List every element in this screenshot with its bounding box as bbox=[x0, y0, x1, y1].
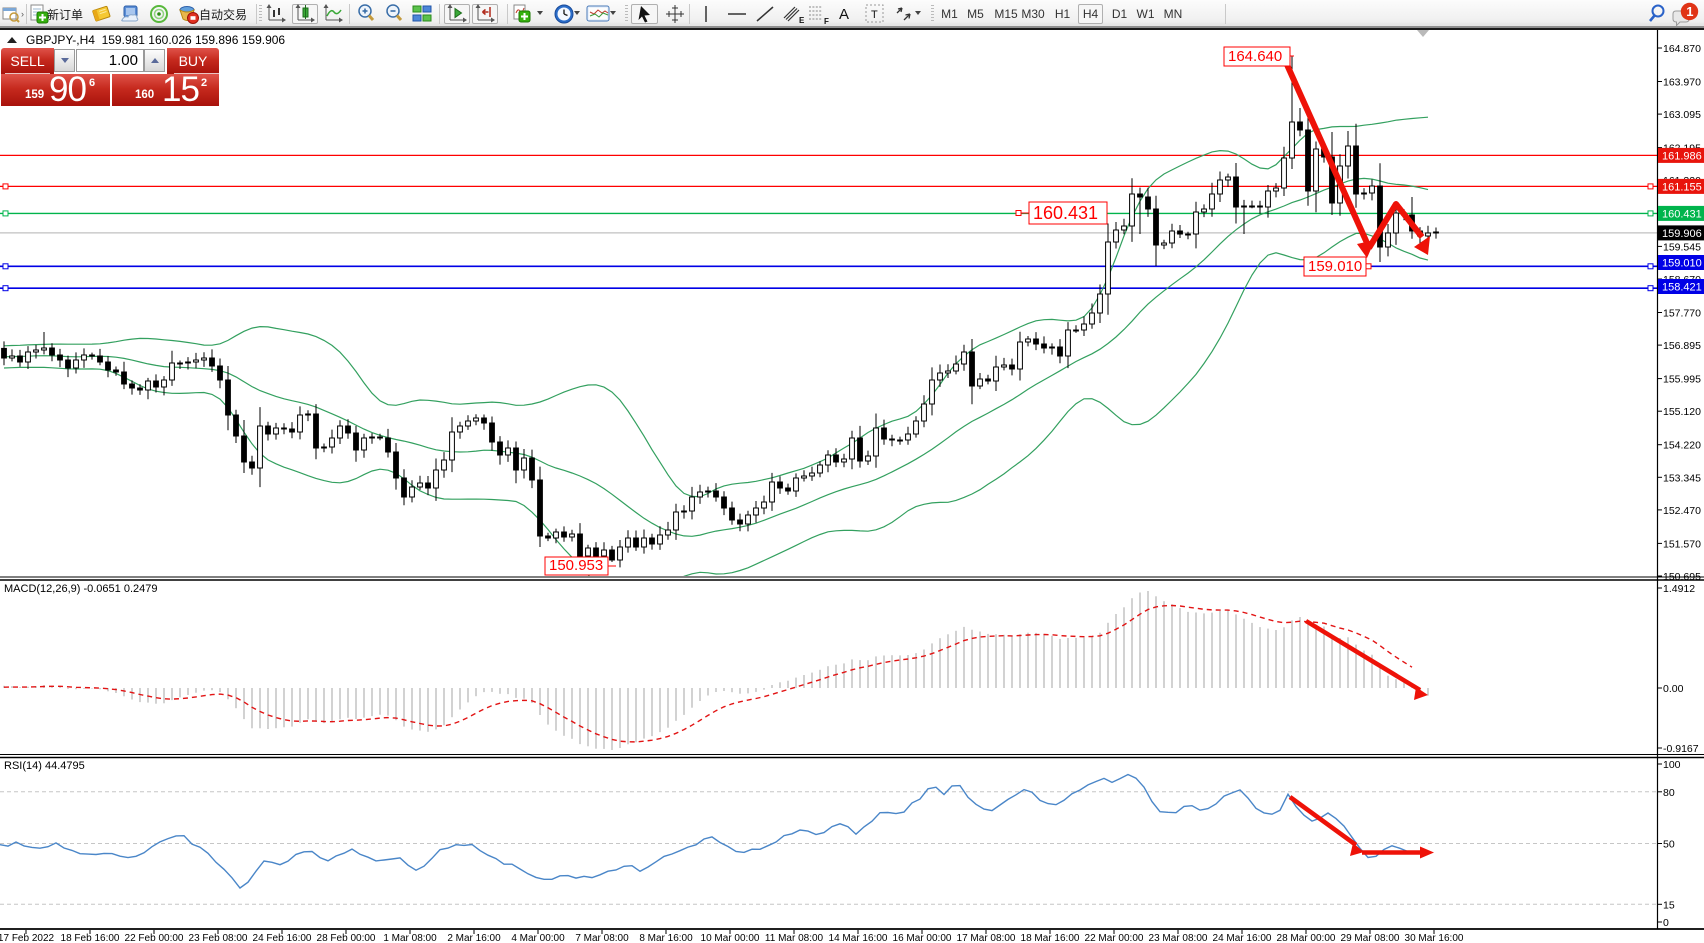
svg-text:MACD(12,26,9) -0.0651 0.2479: MACD(12,26,9) -0.0651 0.2479 bbox=[4, 583, 157, 595]
svg-text:T: T bbox=[871, 9, 878, 21]
svg-text:23 Feb 08:00: 23 Feb 08:00 bbox=[189, 933, 248, 943]
svg-text:7 Mar 08:00: 7 Mar 08:00 bbox=[575, 933, 629, 943]
svg-text:1.4912: 1.4912 bbox=[1663, 583, 1695, 595]
svg-text:154.220: 154.220 bbox=[1663, 440, 1701, 452]
svg-text:155.120: 155.120 bbox=[1663, 406, 1701, 418]
svg-text:RSI(14) 44.4795: RSI(14) 44.4795 bbox=[4, 760, 85, 772]
svg-text:10 Mar 00:00: 10 Mar 00:00 bbox=[701, 933, 760, 943]
svg-text:100: 100 bbox=[1663, 759, 1681, 771]
svg-text:153.345: 153.345 bbox=[1663, 472, 1701, 484]
svg-text:28 Mar 00:00: 28 Mar 00:00 bbox=[1277, 933, 1336, 943]
svg-text:163.095: 163.095 bbox=[1663, 109, 1701, 121]
svg-text:23 Mar 08:00: 23 Mar 08:00 bbox=[1149, 933, 1208, 943]
svg-text:18 Feb 16:00: 18 Feb 16:00 bbox=[61, 933, 120, 943]
svg-text:22 Mar 00:00: 22 Mar 00:00 bbox=[1085, 933, 1144, 943]
svg-text:159.545: 159.545 bbox=[1663, 241, 1701, 253]
svg-text:161.986: 161.986 bbox=[1662, 150, 1702, 162]
svg-text:15: 15 bbox=[1663, 899, 1675, 911]
svg-text:161.155: 161.155 bbox=[1662, 181, 1702, 193]
svg-text:22 Feb 00:00: 22 Feb 00:00 bbox=[125, 933, 184, 943]
svg-text:24 Mar 16:00: 24 Mar 16:00 bbox=[1213, 933, 1272, 943]
svg-text:50: 50 bbox=[1663, 839, 1675, 851]
svg-text:1 Mar 08:00: 1 Mar 08:00 bbox=[383, 933, 437, 943]
svg-text:80: 80 bbox=[1663, 787, 1675, 799]
svg-text:30 Mar 16:00: 30 Mar 16:00 bbox=[1405, 933, 1464, 943]
svg-text:164.640: 164.640 bbox=[1228, 48, 1282, 65]
svg-text:1: 1 bbox=[1686, 4, 1693, 19]
svg-text:24 Feb 16:00: 24 Feb 16:00 bbox=[253, 933, 312, 943]
svg-text:2 Mar 16:00: 2 Mar 16:00 bbox=[447, 933, 501, 943]
svg-text:17 Mar 08:00: 17 Mar 08:00 bbox=[957, 933, 1016, 943]
svg-text:152.470: 152.470 bbox=[1663, 505, 1701, 517]
svg-text:164.870: 164.870 bbox=[1663, 43, 1701, 55]
svg-text:163.970: 163.970 bbox=[1663, 77, 1701, 89]
svg-text:157.770: 157.770 bbox=[1663, 308, 1701, 320]
svg-text:159.906: 159.906 bbox=[1662, 228, 1702, 240]
svg-text:0: 0 bbox=[1663, 917, 1669, 929]
svg-text:4 Mar 00:00: 4 Mar 00:00 bbox=[511, 933, 565, 943]
svg-text:29 Mar 08:00: 29 Mar 08:00 bbox=[1341, 933, 1400, 943]
svg-text:-0.9167: -0.9167 bbox=[1663, 743, 1699, 755]
svg-text:28 Feb 00:00: 28 Feb 00:00 bbox=[317, 933, 376, 943]
svg-text:0.00: 0.00 bbox=[1663, 683, 1684, 695]
svg-text:11 Mar 08:00: 11 Mar 08:00 bbox=[765, 933, 824, 943]
svg-text:8 Mar 16:00: 8 Mar 16:00 bbox=[639, 933, 693, 943]
svg-text:160.431: 160.431 bbox=[1662, 208, 1702, 220]
svg-text:151.570: 151.570 bbox=[1663, 538, 1701, 550]
svg-text:18 Mar 16:00: 18 Mar 16:00 bbox=[1021, 933, 1080, 943]
svg-text:16 Mar 00:00: 16 Mar 00:00 bbox=[893, 933, 952, 943]
svg-text:159.010: 159.010 bbox=[1308, 258, 1362, 275]
svg-text:155.995: 155.995 bbox=[1663, 374, 1701, 386]
svg-text:150.695: 150.695 bbox=[1663, 571, 1701, 583]
svg-text:156.895: 156.895 bbox=[1663, 340, 1701, 352]
svg-text:158.421: 158.421 bbox=[1662, 282, 1702, 294]
svg-text:17 Feb 2022: 17 Feb 2022 bbox=[0, 933, 55, 943]
svg-text:E: E bbox=[799, 16, 805, 25]
svg-text:14 Mar 16:00: 14 Mar 16:00 bbox=[829, 933, 888, 943]
svg-text:159.010: 159.010 bbox=[1662, 258, 1702, 270]
svg-text:F: F bbox=[824, 17, 829, 25]
svg-text:160.431: 160.431 bbox=[1033, 203, 1098, 223]
svg-text:150.953: 150.953 bbox=[549, 557, 603, 574]
